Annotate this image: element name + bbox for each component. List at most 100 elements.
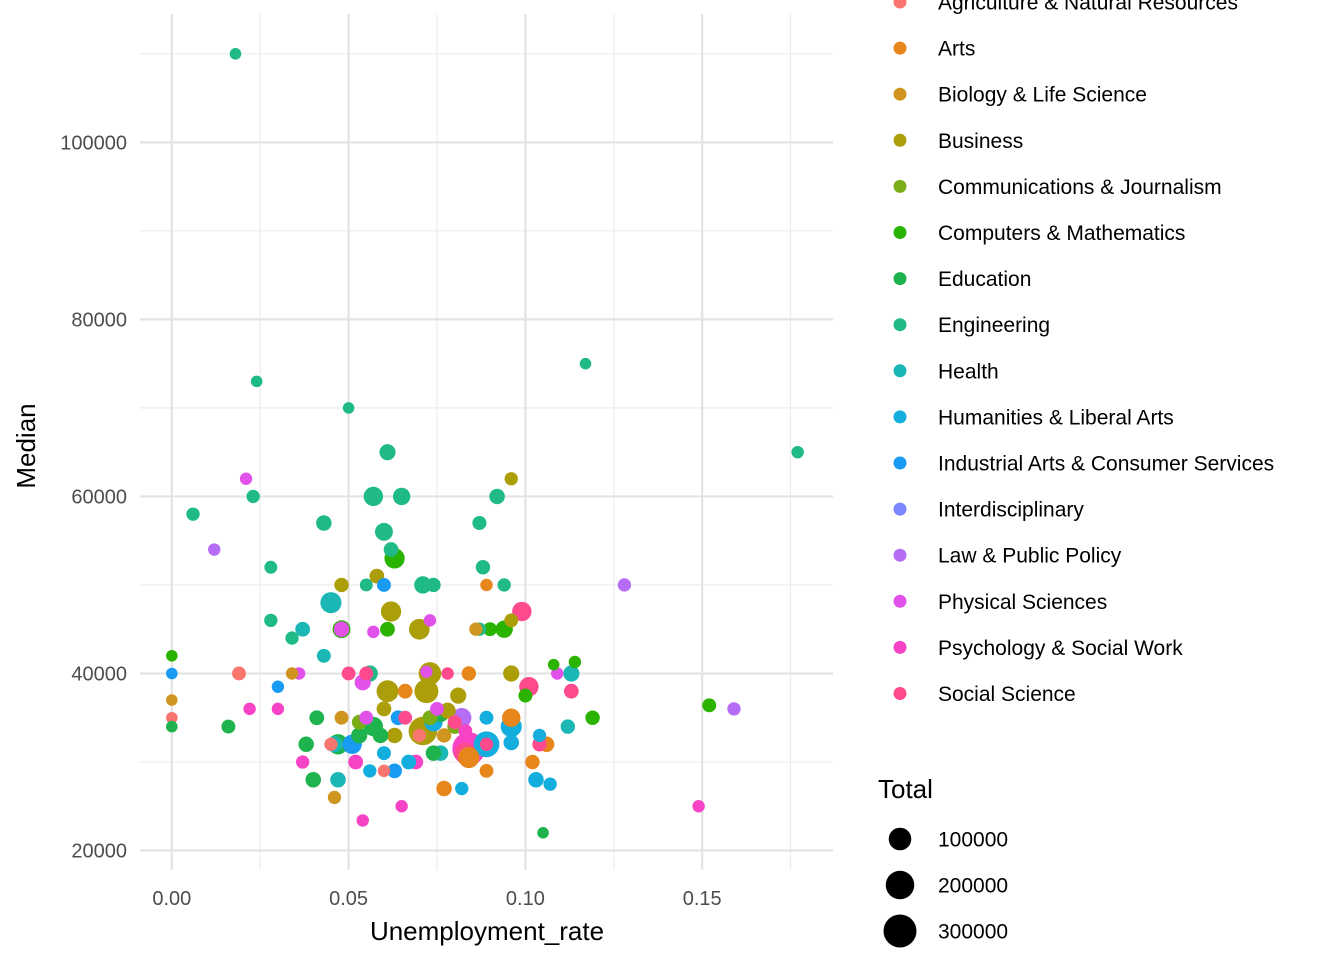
data-point bbox=[320, 592, 342, 614]
legend-key bbox=[893, 456, 907, 470]
data-point bbox=[367, 625, 380, 639]
data-point bbox=[692, 800, 705, 813]
legend-label: Physical Sciences bbox=[938, 591, 1107, 614]
data-point bbox=[271, 702, 285, 716]
legend-label: Biology & Life Science bbox=[938, 84, 1147, 107]
data-point bbox=[264, 613, 278, 628]
legend-key bbox=[893, 0, 907, 9]
data-point bbox=[295, 621, 311, 637]
data-point bbox=[528, 771, 544, 788]
data-point bbox=[420, 665, 433, 678]
data-point bbox=[423, 614, 437, 627]
data-point bbox=[186, 507, 200, 521]
x-tick-label: 0.05 bbox=[329, 888, 368, 910]
data-point bbox=[166, 667, 178, 680]
data-point bbox=[334, 710, 349, 725]
y-axis-title: Median bbox=[11, 403, 41, 488]
legend-key bbox=[893, 133, 907, 147]
data-point bbox=[426, 577, 441, 593]
data-point bbox=[264, 560, 278, 574]
legend-label: Agriculture & Natural Resources bbox=[938, 0, 1238, 15]
legend-key bbox=[893, 502, 907, 516]
legend-label: Arts bbox=[938, 38, 975, 61]
y-tick-label: 60000 bbox=[71, 486, 127, 508]
data-point bbox=[727, 702, 741, 716]
legend-label: Communications & Journalism bbox=[938, 176, 1222, 199]
data-point bbox=[377, 764, 391, 778]
data-point bbox=[617, 578, 632, 592]
legend-label: Engineering bbox=[938, 314, 1050, 337]
size-legend-key bbox=[883, 914, 917, 948]
data-point bbox=[497, 578, 511, 592]
data-point bbox=[376, 680, 399, 703]
legend-key bbox=[893, 410, 907, 424]
data-point bbox=[285, 667, 299, 680]
data-point bbox=[221, 719, 236, 734]
color-legend: Agriculture & Natural Resources Arts Biolo… bbox=[893, 0, 1274, 706]
legend-key bbox=[893, 179, 907, 193]
data-point bbox=[479, 737, 494, 751]
legend-key bbox=[893, 364, 907, 378]
legend-label: Law & Public Policy bbox=[938, 545, 1122, 568]
data-point bbox=[334, 577, 349, 593]
data-point bbox=[285, 631, 299, 645]
data-point bbox=[503, 665, 520, 682]
data-point bbox=[563, 665, 580, 682]
data-point bbox=[469, 622, 483, 636]
data-point bbox=[479, 710, 494, 725]
y-tick-label: 80000 bbox=[71, 309, 127, 331]
legend-label: Business bbox=[938, 130, 1023, 153]
data-point bbox=[342, 402, 355, 414]
data-point bbox=[532, 728, 547, 743]
y-tick-label: 100000 bbox=[60, 132, 127, 154]
data-point bbox=[414, 679, 439, 704]
x-tick-label: 0.10 bbox=[506, 888, 545, 910]
data-point bbox=[298, 736, 314, 753]
data-point bbox=[250, 375, 263, 388]
data-point bbox=[309, 710, 325, 726]
legend-key bbox=[893, 548, 907, 562]
size-legend-key bbox=[888, 827, 912, 851]
size-legend-label: 300000 bbox=[938, 921, 1008, 944]
data-point bbox=[295, 755, 310, 769]
data-point bbox=[341, 666, 356, 681]
data-points bbox=[166, 48, 804, 839]
data-point bbox=[483, 622, 497, 637]
data-point bbox=[425, 745, 442, 761]
data-point bbox=[450, 687, 467, 704]
data-point bbox=[579, 357, 592, 370]
data-point bbox=[271, 680, 285, 693]
data-point bbox=[455, 781, 469, 796]
data-point bbox=[512, 601, 532, 622]
data-point bbox=[504, 472, 518, 486]
data-point bbox=[461, 666, 477, 681]
data-point bbox=[395, 800, 408, 813]
data-point bbox=[568, 655, 582, 669]
data-point bbox=[458, 747, 480, 769]
data-point bbox=[351, 727, 368, 744]
y-tick-label: 40000 bbox=[71, 663, 127, 685]
legend-key bbox=[893, 226, 907, 239]
data-point bbox=[408, 618, 430, 640]
data-point bbox=[563, 683, 579, 699]
x-tick-labels: 0.00 0.05 0.10 0.15 bbox=[152, 888, 721, 910]
data-point bbox=[398, 710, 413, 725]
size-legend-label: 200000 bbox=[938, 875, 1008, 898]
data-point bbox=[327, 790, 342, 805]
data-point bbox=[401, 754, 417, 770]
data-point bbox=[441, 667, 454, 680]
data-point bbox=[232, 666, 246, 681]
legend-key bbox=[893, 594, 907, 608]
size-legend: Total 100000 200000 300000 bbox=[878, 774, 1008, 948]
data-point bbox=[316, 515, 332, 531]
data-point bbox=[537, 827, 549, 839]
data-point bbox=[503, 734, 520, 751]
data-point bbox=[333, 621, 350, 637]
size-legend-key bbox=[885, 870, 915, 900]
data-point bbox=[383, 542, 399, 557]
data-point bbox=[348, 754, 364, 770]
legend-label: Education bbox=[938, 268, 1031, 291]
data-point bbox=[397, 683, 413, 699]
